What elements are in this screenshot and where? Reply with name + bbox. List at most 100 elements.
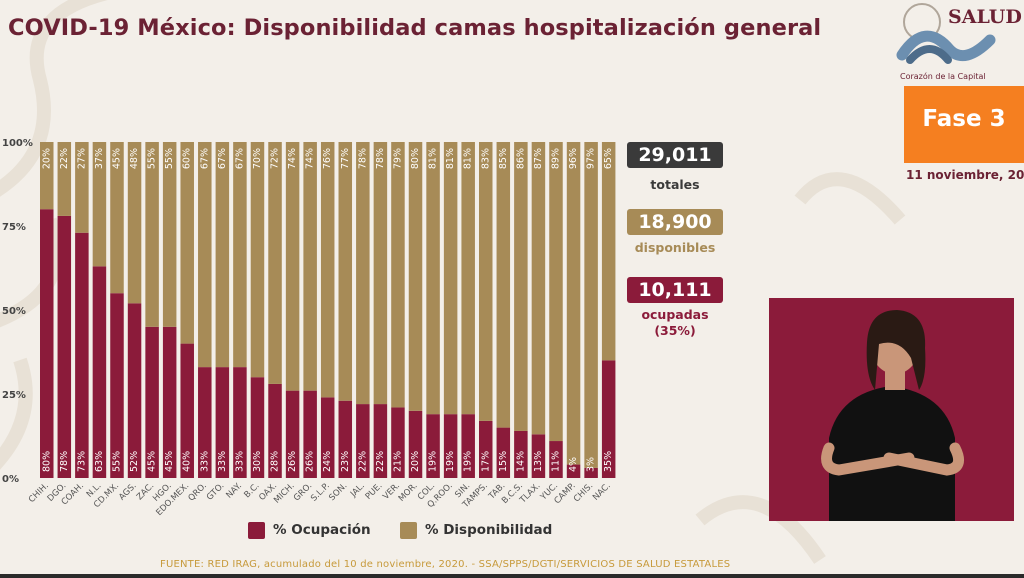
occupancy-data-label: 63% [94, 451, 105, 472]
bar-availability-13 [268, 142, 282, 384]
occupancy-data-label: 33% [217, 451, 228, 472]
logo-text: SALUD [948, 6, 1022, 28]
bar-availability-26 [496, 142, 511, 428]
availability-data-label: 60% [182, 148, 193, 169]
occupancy-data-label: 33% [199, 451, 210, 472]
occupancy-data-label: 40% [182, 451, 193, 472]
bar-availability-16 [320, 142, 335, 398]
bar-occupancy-7 [162, 326, 177, 478]
bar-occupancy-2 [75, 232, 89, 478]
occupancy-data-label: 23% [340, 451, 351, 472]
availability-data-label: 87% [533, 148, 544, 169]
bar-occupancy-0 [40, 209, 54, 478]
total-beds-value: 29,011 [638, 144, 712, 166]
occupancy-data-label: 45% [164, 451, 175, 472]
occupied-beds-caption: ocupadas [641, 307, 709, 322]
bar-availability-6 [145, 142, 159, 327]
logo-subtitle: Corazón de la Capital [900, 72, 986, 81]
bar-availability-28 [531, 142, 546, 435]
bar-occupancy-24 [461, 414, 475, 478]
bar-availability-2 [75, 142, 89, 233]
available-beds-badge: 18,900 [627, 209, 723, 235]
bar-occupancy-1 [57, 215, 72, 479]
category-label: NAC. [591, 481, 613, 503]
occupancy-data-label: 11% [550, 451, 561, 472]
bar-occupancy-11 [233, 367, 247, 478]
category-label: MICH. [272, 481, 297, 506]
sign-language-interpreter-video [769, 298, 1014, 521]
bar-availability-9 [198, 142, 212, 368]
occupancy-data-label: 28% [270, 451, 281, 472]
occupancy-data-label: 73% [76, 451, 87, 472]
bar-availability-22 [426, 142, 440, 415]
availability-data-label: 83% [480, 148, 491, 169]
availability-data-label: 37% [94, 148, 105, 169]
availability-data-label: 96% [568, 148, 579, 169]
available-beds-caption: disponibles [634, 240, 716, 255]
bar-availability-8 [180, 142, 194, 344]
category-label: GTO. [205, 481, 227, 503]
bar-availability-15 [303, 142, 317, 391]
bar-availability-14 [285, 142, 300, 391]
phase-badge: Fase 3 [904, 86, 1024, 163]
occupancy-data-label: 26% [287, 451, 298, 472]
availability-data-label: 76% [322, 148, 333, 169]
availability-data-label: 45% [111, 148, 122, 169]
occupancy-data-label: 4% [568, 457, 579, 472]
category-label: QRO. [187, 481, 209, 503]
occupancy-data-label: 26% [305, 451, 316, 472]
bar-availability-17 [338, 142, 353, 401]
category-label: S.L.P. [309, 481, 332, 504]
availability-data-label: 67% [217, 148, 228, 169]
bar-occupancy-22 [426, 414, 440, 478]
bar-availability-0 [40, 142, 54, 210]
bar-availability-7 [162, 142, 177, 327]
occupancy-data-label: 35% [603, 451, 614, 472]
salud-logo [880, 0, 1024, 84]
bar-occupancy-27 [514, 430, 528, 478]
availability-data-label: 70% [252, 148, 263, 169]
bar-availability-10 [215, 142, 230, 368]
occupied-beds-badge: 10,111 [627, 277, 723, 303]
occupancy-data-label: 21% [392, 451, 403, 472]
occupancy-data-label: 22% [357, 451, 368, 472]
occupancy-data-label: 45% [147, 451, 158, 472]
bar-occupancy-20 [391, 407, 405, 478]
occupancy-data-label: 80% [41, 451, 52, 472]
bar-availability-11 [233, 142, 247, 368]
y-tick-label: 75% [2, 222, 26, 233]
bar-availability-12 [250, 142, 265, 378]
y-tick-label: 100% [2, 138, 33, 149]
bar-occupancy-26 [496, 427, 511, 478]
bar-occupancy-4 [110, 293, 124, 478]
bar-occupancy-28 [531, 434, 546, 478]
occupancy-data-label: 14% [515, 451, 526, 472]
bar-occupancy-5 [127, 303, 142, 478]
occupancy-data-label: 19% [463, 451, 474, 472]
bar-occupancy-29 [549, 441, 563, 478]
occupancy-data-label: 19% [445, 451, 456, 472]
availability-data-label: 86% [515, 148, 526, 169]
availability-data-label: 22% [59, 148, 70, 169]
y-tick-label: 50% [2, 306, 26, 317]
bar-occupancy-6 [145, 326, 159, 478]
bar-occupancy-32 [601, 360, 616, 478]
legend-availability-label: % Disponibilidad [425, 522, 553, 538]
bar-availability-30 [566, 142, 581, 465]
category-label: CHIS. [572, 481, 595, 504]
bar-occupancy-19 [373, 404, 388, 478]
availability-data-label: 20% [41, 148, 52, 169]
total-beds-badge: 29,011 [627, 142, 723, 168]
occupied-beds-value: 10,111 [638, 279, 712, 301]
availability-data-label: 79% [392, 148, 403, 169]
bar-availability-27 [514, 142, 528, 431]
bar-occupancy-23 [443, 414, 458, 478]
availability-data-label: 48% [129, 148, 140, 169]
legend-availability-swatch [400, 521, 417, 539]
category-label: SON. [327, 481, 349, 503]
report-date: 11 noviembre, 202 [906, 168, 1024, 182]
total-beds-caption: totales [650, 177, 700, 192]
source-note: FUENTE: RED IRAG, acumulado del 10 de no… [160, 559, 731, 570]
bar-availability-1 [57, 142, 72, 216]
bar-occupancy-10 [215, 367, 230, 478]
